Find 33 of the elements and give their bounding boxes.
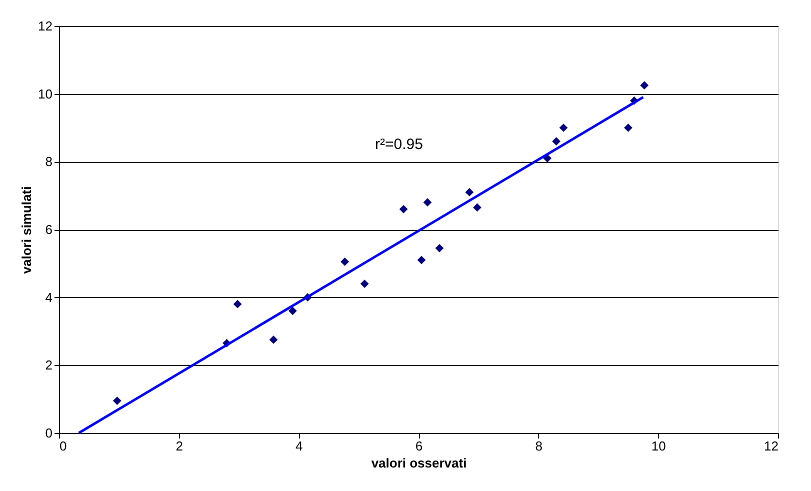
x-tick-label: 4 <box>296 438 303 454</box>
x-tick-label: 2 <box>176 438 183 454</box>
x-tick-label: 6 <box>415 438 423 454</box>
x-tick-label: 8 <box>535 438 542 454</box>
y-tick-label: 8 <box>45 154 52 170</box>
point <box>417 256 426 264</box>
point <box>465 188 474 196</box>
y-tick-label: 10 <box>38 86 52 102</box>
point <box>640 81 649 90</box>
point <box>340 258 349 266</box>
point <box>269 336 278 344</box>
point <box>423 198 432 207</box>
point <box>360 280 369 288</box>
y-axis-title: valori simulati <box>19 186 34 274</box>
x-tick-label: 0 <box>60 438 67 454</box>
point <box>399 204 408 214</box>
y-tick-label: 0 <box>45 426 52 440</box>
point <box>473 203 482 212</box>
y-tick-label: 2 <box>45 358 52 373</box>
y-tick-label: 12 <box>38 18 52 34</box>
point <box>288 306 297 316</box>
point <box>435 244 444 252</box>
x-axis-title: valori osservati <box>371 456 467 470</box>
x-tick-label: 12 <box>764 438 778 454</box>
point <box>624 124 632 132</box>
point <box>112 396 122 405</box>
point <box>559 124 568 132</box>
y-tick-label: 4 <box>45 290 52 305</box>
x-tick-label: 10 <box>651 438 666 454</box>
annotation: r²=0.95 <box>375 136 423 153</box>
point <box>233 300 242 308</box>
y-tick-label: 6 <box>45 222 52 237</box>
point <box>552 137 560 146</box>
